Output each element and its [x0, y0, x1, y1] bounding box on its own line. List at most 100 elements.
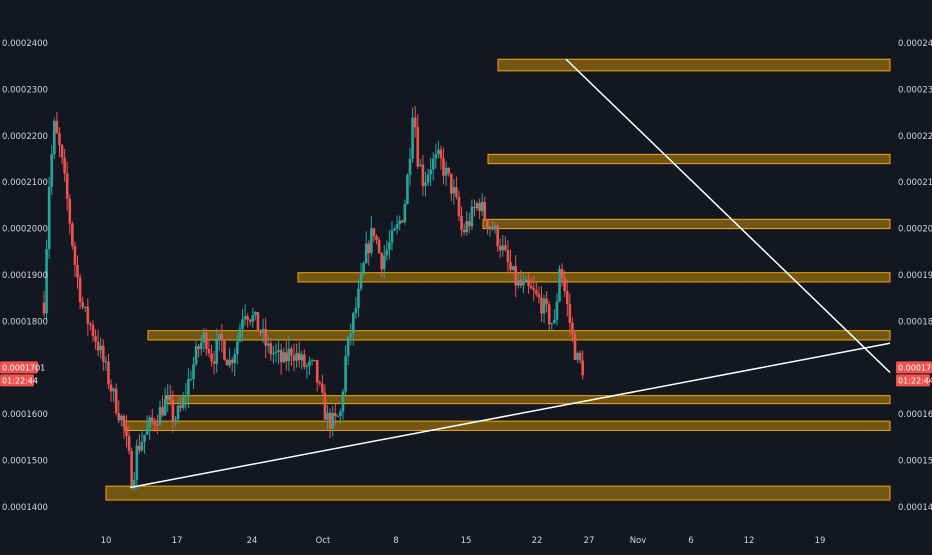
- candle: [504, 236, 507, 252]
- candle: [217, 333, 221, 351]
- candle-body: [455, 187, 458, 197]
- candle: [308, 356, 311, 375]
- candle-body: [145, 427, 149, 435]
- candle: [109, 379, 113, 402]
- candle: [516, 273, 520, 289]
- candle-body: [277, 349, 280, 352]
- candle: [187, 367, 190, 408]
- candle: [498, 238, 502, 258]
- candle-body: [163, 398, 167, 416]
- candle: [274, 343, 278, 363]
- candle: [184, 383, 188, 411]
- candle: [284, 340, 288, 371]
- zone-2[interactable]: [165, 395, 891, 405]
- candle-body: [437, 149, 440, 155]
- candle-body: [352, 313, 355, 334]
- candle: [558, 265, 561, 303]
- candle-body: [457, 196, 461, 217]
- candle-body: [78, 277, 82, 303]
- descending-trendline[interactable]: [565, 58, 891, 373]
- candle-body: [506, 250, 510, 263]
- candle: [576, 351, 579, 363]
- candle-body: [406, 174, 409, 204]
- candle: [76, 255, 79, 289]
- candle: [122, 414, 126, 439]
- candle-body: [104, 361, 108, 363]
- candle-body: [114, 388, 118, 414]
- candle-body: [53, 120, 56, 155]
- candle: [282, 347, 286, 364]
- candle: [496, 222, 499, 252]
- candle-body: [89, 323, 92, 325]
- candle-body: [207, 349, 211, 354]
- candle: [380, 251, 383, 278]
- candle: [143, 434, 146, 454]
- candle: [553, 308, 556, 325]
- zone-3[interactable]: [147, 330, 891, 341]
- x-tick-label: 17: [172, 536, 183, 546]
- candle-body: [58, 133, 61, 146]
- candle-body: [140, 441, 144, 451]
- candle-body: [225, 359, 229, 366]
- candle: [413, 105, 417, 138]
- candle-body: [50, 154, 54, 187]
- y-tick-label-left: 0.0002100: [2, 178, 48, 188]
- candle-body: [81, 302, 84, 308]
- candle: [63, 148, 66, 182]
- candle-body: [519, 280, 523, 286]
- candle-body: [449, 173, 453, 194]
- zone-6[interactable]: [487, 153, 891, 165]
- candle: [354, 297, 358, 319]
- candle-body: [326, 412, 329, 420]
- zone-0[interactable]: [105, 485, 891, 501]
- y-tick-label-left: 0.0001800: [2, 317, 48, 327]
- candle: [292, 343, 296, 372]
- y-axis-left: 0.0002400 0.0002300 0.0002200 0.0002100 0.00…: [2, 39, 48, 513]
- candle: [207, 339, 211, 358]
- candle: [230, 357, 234, 372]
- candle-body: [94, 336, 97, 342]
- candle: [581, 350, 585, 380]
- candle-body: [460, 216, 463, 230]
- candle-body: [292, 355, 296, 361]
- zone-4[interactable]: [297, 272, 891, 283]
- candle: [550, 322, 554, 332]
- candle-body: [483, 201, 487, 220]
- candle: [236, 332, 239, 365]
- candle: [45, 239, 48, 321]
- candle-body: [478, 203, 481, 212]
- candle: [323, 384, 327, 420]
- zone-7[interactable]: [497, 58, 891, 72]
- candle-body: [486, 219, 489, 229]
- candle: [114, 383, 118, 416]
- candle-body: [71, 223, 74, 246]
- candle-body: [169, 394, 172, 400]
- candle: [130, 447, 133, 490]
- candle: [174, 416, 177, 427]
- candle: [331, 405, 334, 437]
- candle-body: [429, 169, 432, 175]
- trendlines[interactable]: [129, 58, 891, 489]
- candle: [375, 234, 378, 245]
- candle-body: [357, 288, 360, 308]
- candle-body: [364, 243, 368, 264]
- zone-1[interactable]: [123, 420, 891, 431]
- candle-body: [287, 348, 291, 362]
- candle: [272, 345, 275, 364]
- candle: [406, 173, 409, 205]
- candle: [238, 323, 242, 343]
- candle: [264, 317, 267, 359]
- candle-body: [184, 395, 188, 398]
- x-tick-label: 27: [584, 536, 595, 546]
- ascending-trendline[interactable]: [129, 342, 891, 489]
- candlesticks: [42, 105, 585, 492]
- candle-body: [256, 312, 260, 331]
- zone-5[interactable]: [482, 218, 891, 230]
- candle: [465, 211, 469, 237]
- candle-body: [328, 412, 332, 429]
- candle: [573, 329, 577, 361]
- candle-body: [308, 361, 311, 366]
- candle-body: [565, 291, 569, 305]
